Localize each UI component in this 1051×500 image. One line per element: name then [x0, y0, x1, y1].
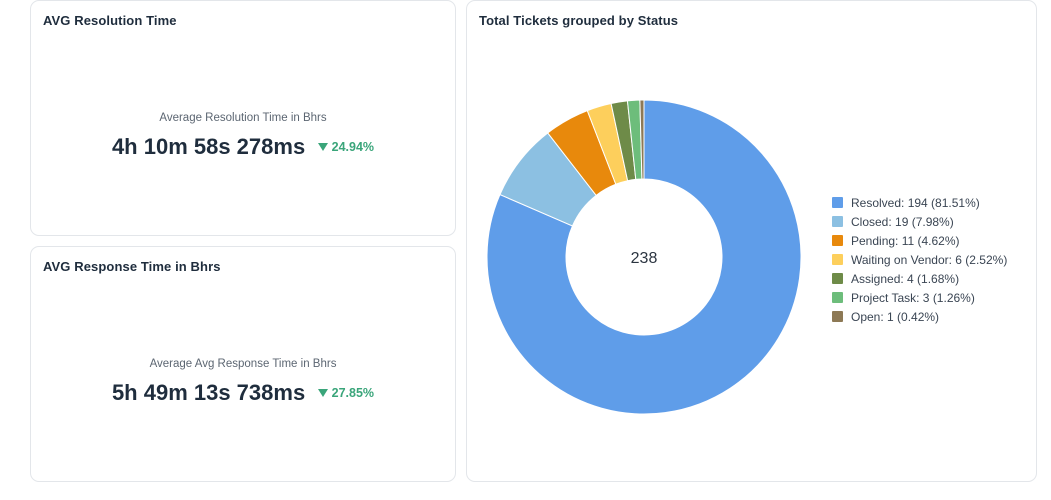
- legend-swatch: [832, 311, 843, 322]
- response-metric-subtitle: Average Avg Response Time in Bhrs: [149, 358, 337, 370]
- legend-item[interactable]: Closed: 19 (7.98%): [832, 212, 1032, 231]
- legend-swatch: [832, 216, 843, 227]
- response-metric-row: 5h 49m 13s 738ms 27.85%: [31, 380, 455, 406]
- status-donut-chart: 238: [486, 99, 802, 415]
- resolution-metric-row: 4h 10m 58s 278ms 24.94%: [31, 134, 455, 160]
- legend-label: Assigned: 4 (1.68%): [851, 271, 960, 286]
- legend-label: Waiting on Vendor: 6 (2.52%): [851, 252, 1008, 267]
- response-card-title: AVG Response Time in Bhrs: [43, 259, 221, 274]
- legend-swatch: [832, 292, 843, 303]
- legend-label: Resolved: 194 (81.51%): [851, 195, 980, 210]
- legend-item[interactable]: Project Task: 3 (1.26%): [832, 288, 1032, 307]
- triangle-down-icon: [317, 388, 328, 397]
- legend-item[interactable]: Assigned: 4 (1.68%): [832, 269, 1032, 288]
- legend-swatch: [832, 273, 843, 284]
- legend-swatch: [832, 197, 843, 208]
- triangle-down-icon: [317, 142, 328, 151]
- resolution-card-title: AVG Resolution Time: [43, 13, 177, 28]
- resolution-change-value: 24.94%: [331, 140, 375, 154]
- legend-label: Open: 1 (0.42%): [851, 309, 940, 324]
- legend-swatch: [832, 235, 843, 246]
- donut-slice-0[interactable]: [486, 99, 802, 415]
- status-card-title: Total Tickets grouped by Status: [479, 13, 679, 28]
- response-change-value: 27.85%: [331, 386, 375, 400]
- legend-swatch: [832, 254, 843, 265]
- response-time-card: AVG Response Time in Bhrs Average Avg Re…: [30, 246, 456, 482]
- status-legend: Resolved: 194 (81.51%) Closed: 19 (7.98%)…: [832, 193, 1032, 326]
- legend-label: Pending: 11 (4.62%): [851, 233, 960, 248]
- legend-item[interactable]: Open: 1 (0.42%): [832, 307, 1032, 326]
- legend-label: Closed: 19 (7.98%): [851, 214, 954, 229]
- legend-label: Project Task: 3 (1.26%): [851, 290, 975, 305]
- legend-item[interactable]: Resolved: 194 (81.51%): [832, 193, 1032, 212]
- legend-item[interactable]: Waiting on Vendor: 6 (2.52%): [832, 250, 1032, 269]
- resolution-metric-subtitle: Average Resolution Time in Bhrs: [159, 112, 327, 124]
- response-metric-value: 5h 49m 13s 738ms: [111, 380, 306, 405]
- resolution-metric-value: 4h 10m 58s 278ms: [111, 134, 306, 159]
- legend-item[interactable]: Pending: 11 (4.62%): [832, 231, 1032, 250]
- resolution-change-badge: 24.94%: [317, 140, 375, 154]
- resolution-time-card: AVG Resolution Time Average Resolution T…: [30, 0, 456, 236]
- donut-center-total: 238: [631, 250, 658, 267]
- donut-slices: [486, 99, 802, 415]
- donut-slice-6[interactable]: [639, 99, 645, 180]
- tickets-by-status-card: Total Tickets grouped by Status 238 Reso…: [466, 0, 1037, 482]
- response-change-badge: 27.85%: [317, 386, 375, 400]
